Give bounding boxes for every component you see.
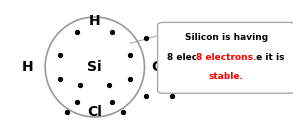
Text: H: H <box>89 14 100 28</box>
Text: H: H <box>22 60 34 74</box>
Text: Si: Si <box>88 60 102 74</box>
Text: Cl: Cl <box>152 60 166 74</box>
Text: Cl: Cl <box>87 105 102 119</box>
Text: 8 electrons. Hence it is: 8 electrons. Hence it is <box>167 53 285 62</box>
Text: stable.: stable. <box>209 72 244 81</box>
Text: Silicon is having: Silicon is having <box>184 33 268 42</box>
Text: 8 electrons.: 8 electrons. <box>196 53 256 62</box>
FancyBboxPatch shape <box>158 22 295 93</box>
